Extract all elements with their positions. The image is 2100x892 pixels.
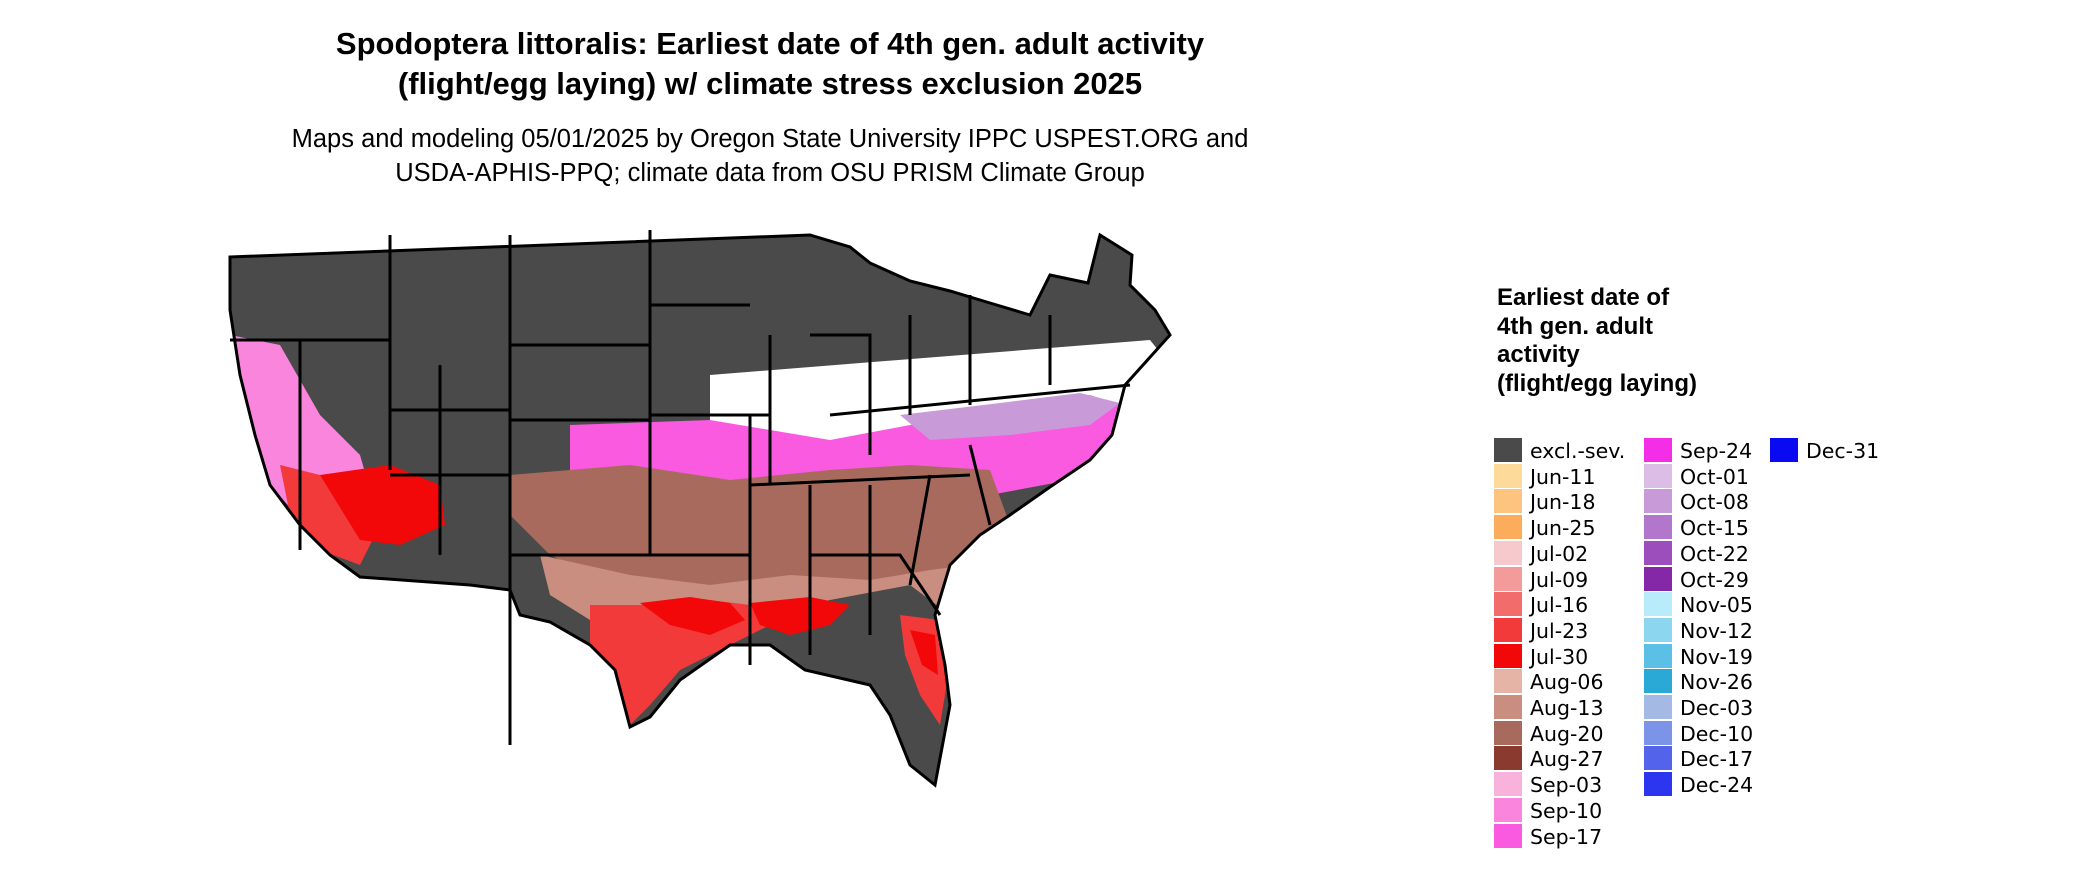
legend-swatch bbox=[1494, 823, 1522, 848]
legend-label: Nov-12 bbox=[1680, 618, 1753, 643]
map-title: Spodoptera littoralis: Earliest date of … bbox=[220, 24, 1320, 104]
legend-swatch bbox=[1494, 720, 1522, 745]
arizona-red bbox=[320, 465, 445, 545]
legend-label: Nov-05 bbox=[1680, 593, 1753, 618]
legend-label: Aug-13 bbox=[1530, 696, 1604, 720]
legend-label: Sep-17 bbox=[1530, 824, 1603, 849]
legend-label: Aug-20 bbox=[1530, 721, 1604, 746]
map-fill bbox=[230, 235, 1170, 785]
south-brown bbox=[510, 465, 1010, 595]
florida-core bbox=[910, 630, 938, 675]
legend-label: Dec-17 bbox=[1680, 747, 1754, 772]
legend-title: Earliest date of 4th gen. adult activity… bbox=[1497, 284, 1697, 397]
legend-swatch bbox=[1644, 746, 1672, 771]
legend-swatch bbox=[1644, 489, 1672, 514]
legend-label: Oct-29 bbox=[1680, 567, 1749, 592]
legend-swatch bbox=[1494, 695, 1522, 719]
map-subtitle: Maps and modeling 05/01/2025 by Oregon S… bbox=[220, 122, 1320, 190]
legend-swatch bbox=[1494, 643, 1522, 668]
legend-swatch bbox=[1644, 438, 1672, 462]
legend-label: Jun-18 bbox=[1530, 490, 1596, 515]
state-borders bbox=[228, 230, 1172, 788]
legend-swatch bbox=[1494, 797, 1522, 822]
legend-label: Dec-24 bbox=[1680, 773, 1754, 798]
legend-label: Jul-30 bbox=[1530, 644, 1589, 669]
legend-swatch bbox=[1494, 746, 1522, 771]
legend-label: Jul-23 bbox=[1530, 618, 1589, 643]
legend-label: Sep-03 bbox=[1530, 773, 1603, 798]
legend-label: Jul-09 bbox=[1530, 567, 1589, 592]
legend-swatch bbox=[1644, 669, 1672, 694]
legend-label: Oct-08 bbox=[1680, 490, 1749, 515]
legend-label: Sep-24 bbox=[1680, 439, 1753, 463]
legend-swatch bbox=[1644, 617, 1672, 642]
legend-swatch bbox=[1494, 772, 1522, 797]
legend-swatch bbox=[1644, 515, 1672, 540]
legend-label: Oct-22 bbox=[1680, 541, 1749, 566]
title-line-2: (flight/egg laying) w/ climate stress ex… bbox=[397, 66, 1143, 101]
legend-swatch bbox=[1644, 695, 1672, 719]
legend-swatch bbox=[1770, 438, 1798, 462]
legend-swatch bbox=[1494, 592, 1522, 617]
legend-swatch bbox=[1494, 566, 1522, 591]
texas-coast-red bbox=[590, 600, 770, 725]
legend-label: excl.-sev. bbox=[1530, 439, 1626, 463]
legend-swatch bbox=[1644, 643, 1672, 668]
legend-label: Jul-02 bbox=[1530, 541, 1589, 566]
legend-label: Aug-27 bbox=[1530, 747, 1604, 772]
legend-swatch bbox=[1494, 463, 1522, 488]
legend-label: Sep-10 bbox=[1530, 798, 1603, 823]
legend-label: Jun-11 bbox=[1530, 464, 1596, 489]
legend-swatch bbox=[1644, 720, 1672, 745]
legend-label: Nov-26 bbox=[1680, 670, 1753, 695]
legend-swatch bbox=[1644, 592, 1672, 617]
legend-swatch bbox=[1494, 515, 1522, 540]
subtitle-line-1: Maps and modeling 05/01/2025 by Oregon S… bbox=[291, 125, 1249, 153]
legend-label: Oct-01 bbox=[1680, 464, 1749, 489]
legend-label: Aug-06 bbox=[1530, 670, 1604, 695]
legend-label: Oct-15 bbox=[1680, 516, 1749, 541]
legend-swatch bbox=[1644, 540, 1672, 565]
legend-label: Dec-31 bbox=[1806, 439, 1880, 463]
legend-swatch bbox=[1644, 772, 1672, 797]
legend-label: Dec-10 bbox=[1680, 721, 1754, 746]
louisiana-red bbox=[750, 597, 850, 635]
legend-label: Dec-03 bbox=[1680, 696, 1754, 720]
legend-swatch bbox=[1494, 540, 1522, 565]
florida-red bbox=[900, 615, 950, 725]
legend-label: Nov-19 bbox=[1680, 644, 1753, 669]
houston-red bbox=[640, 597, 745, 635]
legend-swatch bbox=[1644, 566, 1672, 591]
title-line-1: Spodoptera littoralis: Earliest date of … bbox=[335, 26, 1205, 61]
us-map bbox=[228, 230, 1172, 788]
oct-band bbox=[900, 393, 1120, 440]
legend-swatch bbox=[1644, 463, 1672, 488]
legend-label: Jun-25 bbox=[1530, 516, 1596, 541]
legend-label: Jul-16 bbox=[1530, 593, 1589, 618]
subtitle-line-2: USDA-APHIS-PPQ; climate data from OSU PR… bbox=[395, 159, 1145, 187]
legend-swatch bbox=[1494, 617, 1522, 642]
legend-swatch bbox=[1494, 669, 1522, 694]
southwest-red bbox=[280, 465, 380, 565]
legend-swatch bbox=[1494, 438, 1522, 462]
legend-swatch bbox=[1494, 489, 1522, 514]
